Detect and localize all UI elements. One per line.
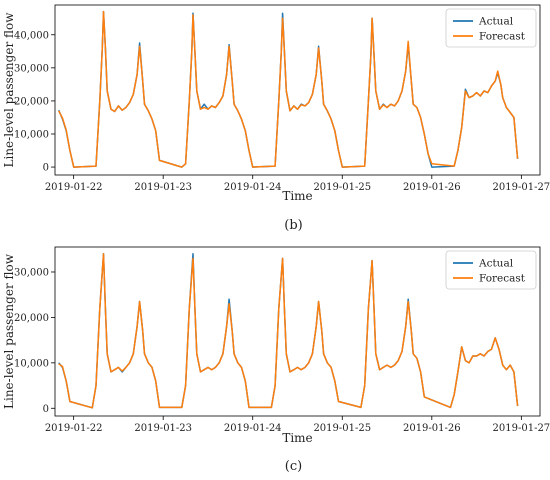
x-tick-label: 2019-01-23 [134,182,192,193]
y-tick-label: 0 [43,163,49,174]
x-axis-label: Time [282,189,312,203]
x-tick-label: 2019-01-25 [313,182,371,193]
plot-frame [54,246,541,417]
legend-label-actual: Actual [478,16,514,28]
y-tick-label: 20,000 [14,96,49,107]
y-tick-label: 20,000 [14,313,49,324]
y-axis-label: Line-level passenger flow [2,253,16,409]
legend-box [445,8,537,48]
figure-caption: (c) [285,459,302,474]
x-tick-label: 2019-01-23 [134,423,192,434]
x-tick-label: 2019-01-24 [224,182,282,193]
legend-label-actual: Actual [478,258,514,270]
y-tick-label: 0 [43,404,49,415]
plot-frame [54,4,541,176]
figure-caption: (b) [284,218,302,233]
legend-label-forecast: Forecast [479,273,526,285]
y-tick-label: 30,000 [14,267,49,278]
legend: Actual Forecast [445,8,537,48]
y-tick-label: 40,000 [14,30,49,41]
x-tick-label: 2019-01-26 [403,423,461,434]
y-tick-label: 10,000 [14,129,49,140]
x-tick-label: 2019-01-25 [313,423,371,434]
x-tick-label: 2019-01-22 [45,182,103,193]
x-tick-label: 2019-01-27 [493,182,550,193]
series-line-forecast [58,10,519,168]
series-line-forecast [58,253,519,409]
legend-box [445,250,537,290]
x-tick-label: 2019-01-22 [45,423,103,434]
x-axis-label: Time [282,431,312,445]
chart-panel-c: 2019-01-22 2019-01-23 2019-01-24 2019-01-25… [2,246,550,474]
y-axis-label: Line-level passenger flow [2,12,16,168]
x-tick-label: 2019-01-26 [403,182,461,193]
legend: Actual Forecast [445,250,537,290]
chart-panel-b: 2019-01-22 2019-01-23 2019-01-24 2019-01-25… [2,4,550,233]
y-tick-label: 10,000 [14,358,49,369]
y-tick-label: 30,000 [14,63,49,74]
legend-label-forecast: Forecast [479,31,526,43]
x-tick-label: 2019-01-27 [493,423,550,434]
x-tick-label: 2019-01-24 [224,423,282,434]
